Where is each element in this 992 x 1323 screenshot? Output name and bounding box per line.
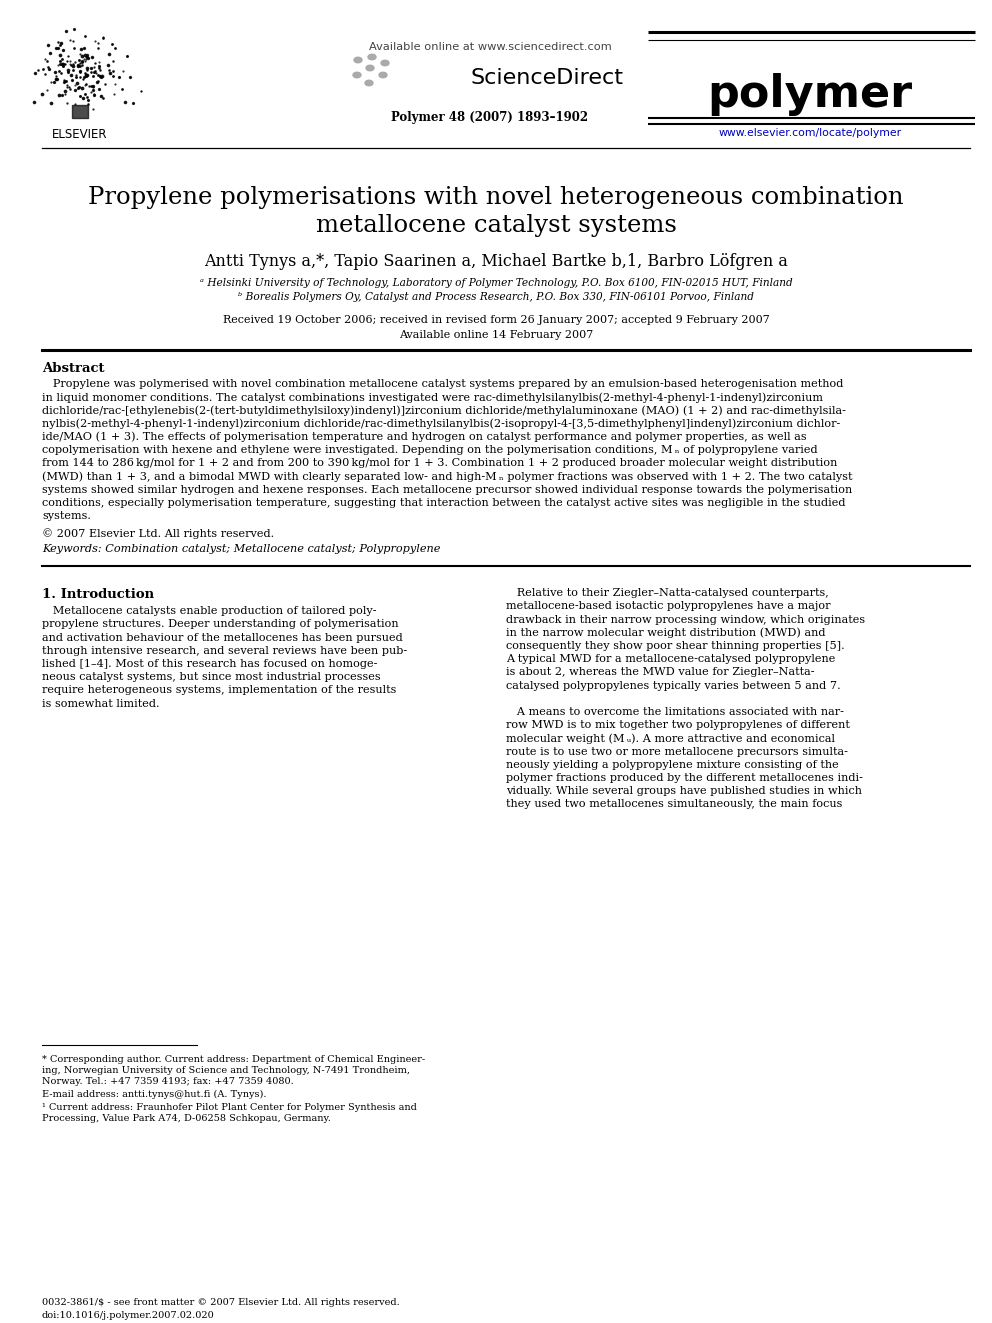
Text: is about 2, whereas the MWD value for Ziegler–Natta-: is about 2, whereas the MWD value for Zi… xyxy=(506,667,814,677)
Text: from 144 to 286 kg/mol for 1 + 2 and from 200 to 390 kg/mol for 1 + 3. Combinati: from 144 to 286 kg/mol for 1 + 2 and fro… xyxy=(42,458,837,468)
Text: is somewhat limited.: is somewhat limited. xyxy=(42,699,160,709)
Text: Received 19 October 2006; received in revised form 26 January 2007; accepted 9 F: Received 19 October 2006; received in re… xyxy=(222,315,770,325)
Text: © 2007 Elsevier Ltd. All rights reserved.: © 2007 Elsevier Ltd. All rights reserved… xyxy=(42,528,274,538)
Text: ide/MAO (1 + 3). The effects of polymerisation temperature and hydrogen on catal: ide/MAO (1 + 3). The effects of polymeri… xyxy=(42,431,806,442)
Text: Abstract: Abstract xyxy=(42,363,104,374)
Text: lished [1–4]. Most of this research has focused on homoge-: lished [1–4]. Most of this research has … xyxy=(42,659,377,669)
Text: route is to use two or more metallocene precursors simulta-: route is to use two or more metallocene … xyxy=(506,746,848,757)
Text: in liquid monomer conditions. The catalyst combinations investigated were rac-di: in liquid monomer conditions. The cataly… xyxy=(42,392,823,402)
Text: ScienceDirect: ScienceDirect xyxy=(470,67,623,89)
Text: A means to overcome the limitations associated with nar-: A means to overcome the limitations asso… xyxy=(506,706,844,717)
Text: ELSEVIER: ELSEVIER xyxy=(53,128,108,142)
Text: ᵃ Helsinki University of Technology, Laboratory of Polymer Technology, P.O. Box : ᵃ Helsinki University of Technology, Lab… xyxy=(199,278,793,288)
Text: require heterogeneous systems, implementation of the results: require heterogeneous systems, implement… xyxy=(42,685,397,696)
Text: doi:10.1016/j.polymer.2007.02.020: doi:10.1016/j.polymer.2007.02.020 xyxy=(42,1311,214,1320)
Text: E-mail address: antti.tynys@hut.fi (A. Tynys).: E-mail address: antti.tynys@hut.fi (A. T… xyxy=(42,1090,267,1099)
Text: through intensive research, and several reviews have been pub-: through intensive research, and several … xyxy=(42,646,407,656)
Text: row MWD is to mix together two polypropylenes of different: row MWD is to mix together two polypropy… xyxy=(506,720,850,730)
Text: dichloride/rac-[ethylenebis(2-(tert-butyldimethylsiloxy)indenyl)]zirconium dichl: dichloride/rac-[ethylenebis(2-(tert-buty… xyxy=(42,405,846,415)
Text: propylene structures. Deeper understanding of polymerisation: propylene structures. Deeper understandi… xyxy=(42,619,399,630)
Text: drawback in their narrow processing window, which originates: drawback in their narrow processing wind… xyxy=(506,615,865,624)
Text: conditions, especially polymerisation temperature, suggesting that interaction b: conditions, especially polymerisation te… xyxy=(42,497,845,508)
Text: Propylene polymerisations with novel heterogeneous combination: Propylene polymerisations with novel het… xyxy=(88,187,904,209)
Text: Metallocene catalysts enable production of tailored poly-: Metallocene catalysts enable production … xyxy=(42,606,377,617)
Text: 1. Introduction: 1. Introduction xyxy=(42,589,154,601)
Ellipse shape xyxy=(368,54,376,60)
Text: Available online 14 February 2007: Available online 14 February 2007 xyxy=(399,329,593,340)
Text: metallocene catalyst systems: metallocene catalyst systems xyxy=(315,214,677,237)
Text: consequently they show poor shear thinning properties [5].: consequently they show poor shear thinni… xyxy=(506,642,844,651)
Ellipse shape xyxy=(365,81,373,86)
Text: neous catalyst systems, but since most industrial processes: neous catalyst systems, but since most i… xyxy=(42,672,381,683)
Text: www.elsevier.com/locate/polymer: www.elsevier.com/locate/polymer xyxy=(718,128,902,138)
Text: catalysed polypropylenes typically varies between 5 and 7.: catalysed polypropylenes typically varie… xyxy=(506,680,840,691)
Text: nylbis(2-methyl-4-phenyl-1-indenyl)zirconium dichloride/rac-dimethylsilanylbis(2: nylbis(2-methyl-4-phenyl-1-indenyl)zirco… xyxy=(42,418,840,429)
Text: * Corresponding author. Current address: Department of Chemical Engineer-: * Corresponding author. Current address:… xyxy=(42,1054,426,1064)
Text: vidually. While several groups have published studies in which: vidually. While several groups have publ… xyxy=(506,786,862,796)
Text: and activation behaviour of the metallocenes has been pursued: and activation behaviour of the metalloc… xyxy=(42,632,403,643)
Text: A typical MWD for a metallocene-catalysed polypropylene: A typical MWD for a metallocene-catalyse… xyxy=(506,654,835,664)
Text: Processing, Value Park A74, D-06258 Schkopau, Germany.: Processing, Value Park A74, D-06258 Schk… xyxy=(42,1114,331,1123)
Text: systems showed similar hydrogen and hexene responses. Each metallocene precursor: systems showed similar hydrogen and hexe… xyxy=(42,484,852,495)
Ellipse shape xyxy=(379,73,387,78)
Text: ¹ Current address: Fraunhofer Pilot Plant Center for Polymer Synthesis and: ¹ Current address: Fraunhofer Pilot Plan… xyxy=(42,1103,417,1113)
Text: Keywords: Combination catalyst; Metallocene catalyst; Polypropylene: Keywords: Combination catalyst; Metalloc… xyxy=(42,544,440,554)
Text: metallocene-based isotactic polypropylenes have a major: metallocene-based isotactic polypropylen… xyxy=(506,602,830,611)
Text: ᵇ Borealis Polymers Oy, Catalyst and Process Research, P.O. Box 330, FIN-06101 P: ᵇ Borealis Polymers Oy, Catalyst and Pro… xyxy=(238,292,754,302)
Text: ing, Norwegian University of Science and Technology, N-7491 Trondheim,: ing, Norwegian University of Science and… xyxy=(42,1066,410,1076)
Text: systems.: systems. xyxy=(42,511,91,521)
Text: Available online at www.sciencedirect.com: Available online at www.sciencedirect.co… xyxy=(369,42,611,52)
Text: copolymerisation with hexene and ethylene were investigated. Depending on the po: copolymerisation with hexene and ethylen… xyxy=(42,445,817,455)
Ellipse shape xyxy=(353,73,361,78)
Ellipse shape xyxy=(381,61,389,66)
Text: 0032-3861/$ - see front matter © 2007 Elsevier Ltd. All rights reserved.: 0032-3861/$ - see front matter © 2007 El… xyxy=(42,1298,400,1307)
Text: Propylene was polymerised with novel combination metallocene catalyst systems pr: Propylene was polymerised with novel com… xyxy=(42,378,843,389)
Text: Polymer 48 (2007) 1893–1902: Polymer 48 (2007) 1893–1902 xyxy=(392,111,588,123)
Text: in the narrow molecular weight distribution (MWD) and: in the narrow molecular weight distribut… xyxy=(506,628,825,639)
Text: polymer: polymer xyxy=(707,74,913,116)
Ellipse shape xyxy=(354,57,362,62)
Text: neously yielding a polypropylene mixture consisting of the: neously yielding a polypropylene mixture… xyxy=(506,759,839,770)
Text: Antti Tynys a,*, Tapio Saarinen a, Michael Bartke b,1, Barbro Löfgren a: Antti Tynys a,*, Tapio Saarinen a, Micha… xyxy=(204,253,788,270)
Text: they used two metallocenes simultaneously, the main focus: they used two metallocenes simultaneousl… xyxy=(506,799,842,810)
Ellipse shape xyxy=(366,65,374,70)
Text: polymer fractions produced by the different metallocenes indi-: polymer fractions produced by the differ… xyxy=(506,773,863,783)
Text: Relative to their Ziegler–Natta-catalysed counterparts,: Relative to their Ziegler–Natta-catalyse… xyxy=(506,589,828,598)
Text: Norway. Tel.: +47 7359 4193; fax: +47 7359 4080.: Norway. Tel.: +47 7359 4193; fax: +47 73… xyxy=(42,1077,294,1086)
Text: molecular weight (M ᵤ). A more attractive and economical: molecular weight (M ᵤ). A more attractiv… xyxy=(506,733,835,744)
Text: (MWD) than 1 + 3, and a bimodal MWD with clearly separated low- and high-M ₙ pol: (MWD) than 1 + 3, and a bimodal MWD with… xyxy=(42,471,852,482)
